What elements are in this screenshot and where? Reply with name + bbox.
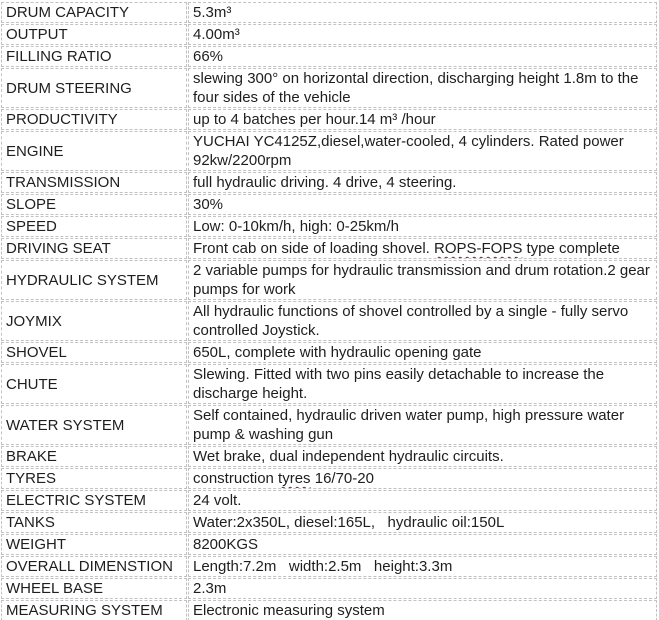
spec-value: Front cab on side of loading shovel. ROP… <box>188 238 657 259</box>
table-row: ELECTRIC SYSTEM 24 volt. <box>1 490 657 511</box>
spec-label: OUTPUT <box>1 24 187 45</box>
spec-label: DRUM STEERING <box>1 68 187 108</box>
table-row: SHOVEL 650L, complete with hydraulic open… <box>1 342 657 363</box>
spec-value: Wet brake, dual independent hydraulic ci… <box>188 446 657 467</box>
table-row: ENGINE YUCHAI YC4125Z,diesel,water-cooled… <box>1 131 657 171</box>
spec-value: Length:7.2m width:2.5m height:3.3m <box>188 556 657 577</box>
spec-label: MEASURING SYSTEM <box>1 600 187 620</box>
spec-label: BRAKE <box>1 446 187 467</box>
spec-value: Low: 0-10km/h, high: 0-25km/h <box>188 216 657 237</box>
spec-label: SHOVEL <box>1 342 187 363</box>
spec-value: 30% <box>188 194 657 215</box>
spec-value: 5.3m³ <box>188 2 657 23</box>
spec-value: 650L, complete with hydraulic opening ga… <box>188 342 657 363</box>
table-row: CHUTE Slewing. Fitted with two pins easil… <box>1 364 657 404</box>
table-row: JOYMIX All hydraulic functions of shovel … <box>1 301 657 341</box>
table-row: FILLING RATIO 66% <box>1 46 657 67</box>
table-row: SPEED Low: 0-10km/h, high: 0-25km/h <box>1 216 657 237</box>
spec-value: up to 4 batches per hour.14 m³ /hour <box>188 109 657 130</box>
spec-value: 66% <box>188 46 657 67</box>
value-text: Front cab on side of loading shovel. <box>193 240 434 257</box>
spec-label: OVERALL DIMENSTION <box>1 556 187 577</box>
table-row: TANKS Water:2x350L, diesel:165L, hydrauli… <box>1 512 657 533</box>
spec-value: 2.3m <box>188 578 657 599</box>
misspelled-word: tyres <box>278 470 311 487</box>
spec-value: Electronic measuring system <box>188 600 657 620</box>
table-row: DRUM STEERING slewing 300° on horizontal … <box>1 68 657 108</box>
table-row: MEASURING SYSTEM Electronic measuring sys… <box>1 600 657 620</box>
spec-value: slewing 300° on horizontal direction, di… <box>188 68 657 108</box>
table-row: TRANSMISSION full hydraulic driving. 4 dr… <box>1 172 657 193</box>
spec-value: construction tyres 16/70-20 <box>188 468 657 489</box>
spec-value: YUCHAI YC4125Z,diesel,water-cooled, 4 cy… <box>188 131 657 171</box>
spec-label: TYRES <box>1 468 187 489</box>
table-row: OUTPUT 4.00m³ <box>1 24 657 45</box>
spec-label: TRANSMISSION <box>1 172 187 193</box>
table-row: WHEEL BASE 2.3m <box>1 578 657 599</box>
table-row: DRIVING SEAT Front cab on side of loading… <box>1 238 657 259</box>
spec-label: CHUTE <box>1 364 187 404</box>
spec-label: PRODUCTIVITY <box>1 109 187 130</box>
spec-value: 4.00m³ <box>188 24 657 45</box>
value-text: type complete <box>522 240 620 257</box>
spec-value: full hydraulic driving. 4 drive, 4 steer… <box>188 172 657 193</box>
spec-value: All hydraulic functions of shovel contro… <box>188 301 657 341</box>
spec-value: Self contained, hydraulic driven water p… <box>188 405 657 445</box>
table-row: PRODUCTIVITY up to 4 batches per hour.14 … <box>1 109 657 130</box>
table-row: HYDRAULIC SYSTEM 2 variable pumps for hyd… <box>1 260 657 300</box>
value-text: construction <box>193 470 279 487</box>
spec-label: FILLING RATIO <box>1 46 187 67</box>
spec-label: TANKS <box>1 512 187 533</box>
value-text: 16/70-20 <box>310 470 374 487</box>
spec-label: WATER SYSTEM <box>1 405 187 445</box>
table-row: DRUM CAPACITY 5.3m³ <box>1 2 657 23</box>
spec-label: HYDRAULIC SYSTEM <box>1 260 187 300</box>
spec-value: Water:2x350L, diesel:165L, hydraulic oil… <box>188 512 657 533</box>
spec-label: WEIGHT <box>1 534 187 555</box>
spec-label: SPEED <box>1 216 187 237</box>
misspelled-word: ROPS-FOPS <box>433 240 523 257</box>
spec-label: SLOPE <box>1 194 187 215</box>
table-row: OVERALL DIMENSTION Length:7.2m width:2.5m… <box>1 556 657 577</box>
spec-value: 2 variable pumps for hydraulic transmiss… <box>188 260 657 300</box>
spec-value: 24 volt. <box>188 490 657 511</box>
spec-value: 8200KGS <box>188 534 657 555</box>
spec-label: DRUM CAPACITY <box>1 2 187 23</box>
table-row: WEIGHT 8200KGS <box>1 534 657 555</box>
table-row: SLOPE 30% <box>1 194 657 215</box>
spec-label: JOYMIX <box>1 301 187 341</box>
spec-label: WHEEL BASE <box>1 578 187 599</box>
spec-value: Slewing. Fitted with two pins easily det… <box>188 364 657 404</box>
spec-label: DRIVING SEAT <box>1 238 187 259</box>
table-row: WATER SYSTEM Self contained, hydraulic dr… <box>1 405 657 445</box>
spec-label: ELECTRIC SYSTEM <box>1 490 187 511</box>
spec-label: ENGINE <box>1 131 187 171</box>
table-row: BRAKE Wet brake, dual independent hydraul… <box>1 446 657 467</box>
table-row: TYRES construction tyres 16/70-20 <box>1 468 657 489</box>
